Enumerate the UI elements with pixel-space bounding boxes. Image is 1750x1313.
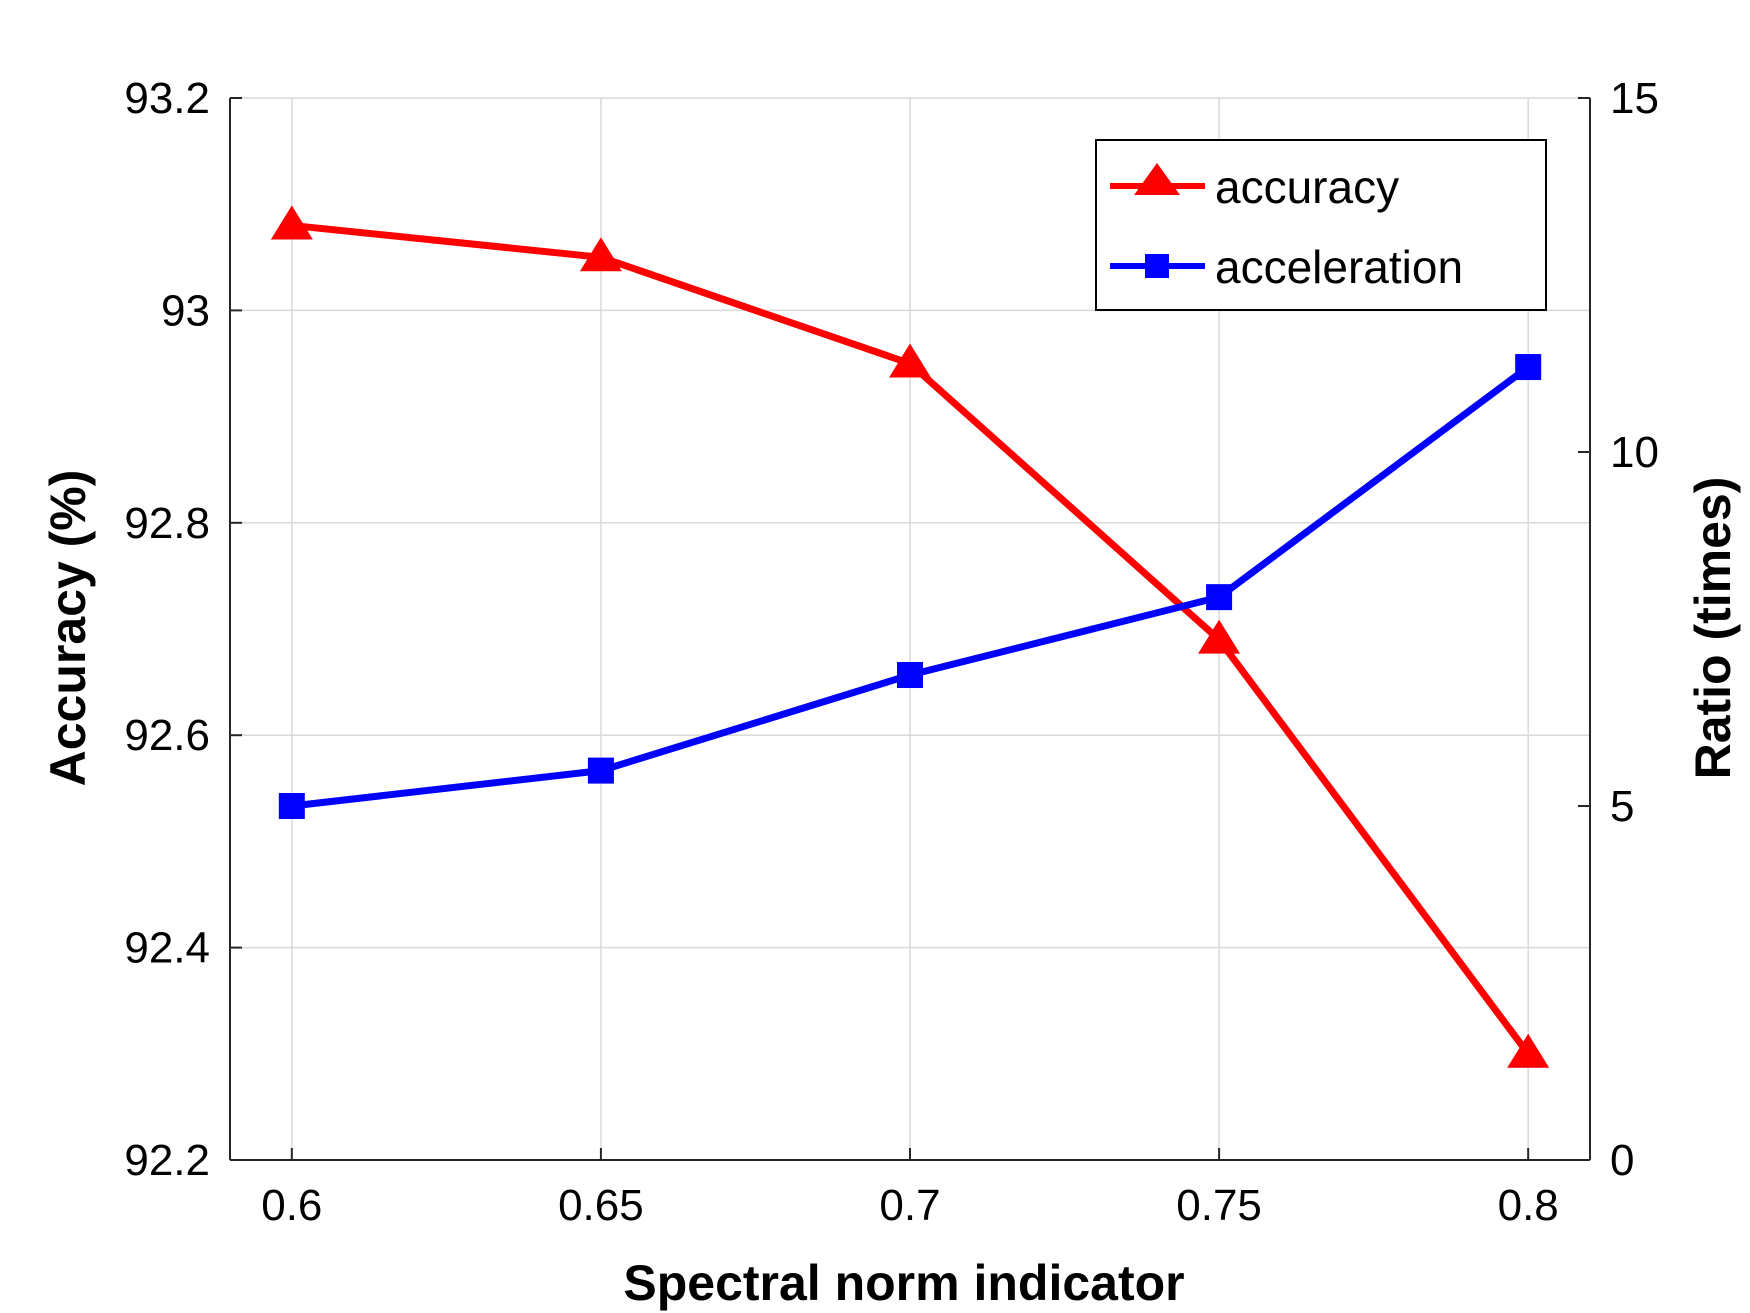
left-y-tick-label-1: 92.4 bbox=[124, 924, 210, 973]
legend-box bbox=[1095, 139, 1547, 311]
x-tick-label-2: 0.7 bbox=[879, 1181, 940, 1230]
series-accuracy-point-2 bbox=[889, 343, 931, 378]
series-accuracy-point-3 bbox=[1198, 619, 1241, 654]
left-y-axis-title: Accuracy (%) bbox=[40, 470, 96, 787]
x-axis-title: Spectral norm indicator bbox=[623, 1255, 1184, 1311]
legend-acceleration-square-marker bbox=[1145, 254, 1169, 278]
x-tick-label-1: 0.65 bbox=[558, 1181, 644, 1230]
series-layer bbox=[270, 205, 1550, 1068]
series-acceleration-point-3 bbox=[1206, 584, 1233, 611]
x-tick-label-4: 0.8 bbox=[1498, 1181, 1559, 1230]
legend-accuracy-triangle-marker bbox=[1134, 163, 1180, 195]
left-y-tick-label-3: 92.8 bbox=[124, 499, 210, 548]
legend: accuracy acceleration bbox=[1095, 139, 1547, 311]
right-y-tick-label-1: 5 bbox=[1610, 782, 1634, 831]
series-acceleration-point-2 bbox=[897, 662, 923, 689]
right-y-tick-label-3: 15 bbox=[1610, 74, 1659, 123]
left-y-tick-label-2: 92.6 bbox=[124, 711, 210, 760]
series-accuracy-point-0 bbox=[270, 205, 313, 240]
axes: 0.6 0.65 0.7 0.75 0.8 92.2 92.4 92.6 92.8 93 93.2 0… bbox=[124, 74, 1659, 1230]
right-y-tick-label-0: 0 bbox=[1610, 1136, 1634, 1185]
right-y-axis-title: Ratio (times) bbox=[1685, 477, 1741, 780]
x-tick-label-0: 0.6 bbox=[261, 1181, 322, 1230]
legend-acceleration-label: acceleration bbox=[1215, 241, 1463, 293]
legend-accuracy-label: accuracy bbox=[1215, 161, 1399, 213]
x-tick-label-3: 0.75 bbox=[1176, 1181, 1262, 1230]
series-accuracy-point-1 bbox=[579, 237, 622, 272]
right-y-tick-label-2: 10 bbox=[1610, 428, 1659, 477]
series-acceleration-point-0 bbox=[278, 793, 305, 819]
series-acceleration-point-4 bbox=[1515, 354, 1542, 381]
left-y-tick-label-5: 93.2 bbox=[124, 74, 210, 123]
series-accuracy-point-4 bbox=[1507, 1033, 1550, 1068]
left-y-tick-label-0: 92.2 bbox=[124, 1136, 210, 1185]
series-acceleration-point-1 bbox=[587, 757, 614, 784]
left-y-tick-label-4: 93 bbox=[161, 286, 210, 335]
